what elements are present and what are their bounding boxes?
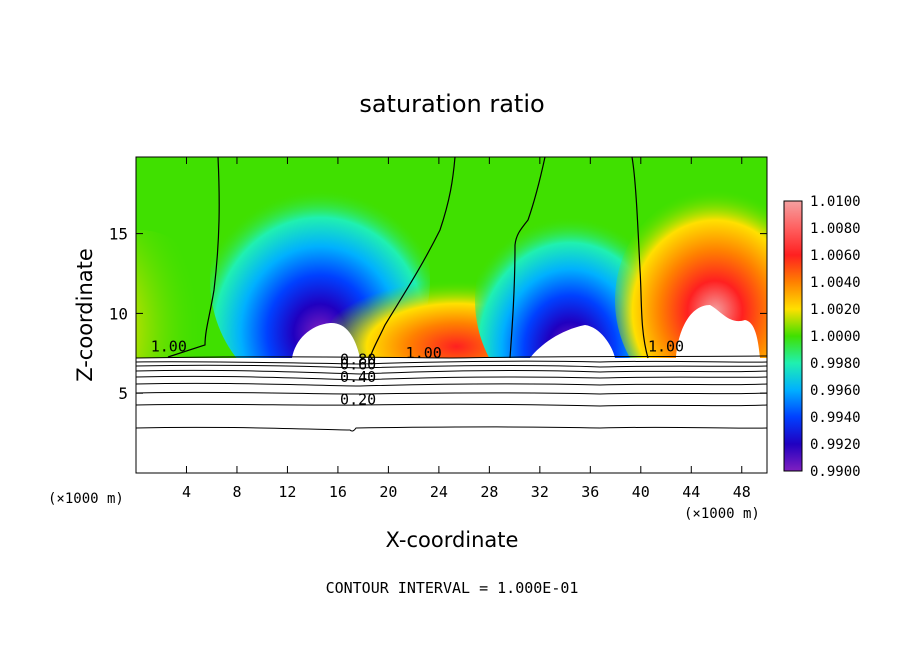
- colorbar-label: 1.0040: [810, 275, 861, 291]
- colorbar-scale: [783, 200, 803, 472]
- x-unit-right: (×1000 m): [684, 506, 760, 522]
- blank-zone-3: [676, 305, 760, 358]
- x-tick-label: 28: [480, 483, 498, 501]
- x-tick-label: 4: [182, 483, 191, 501]
- contour-label: 1.00: [406, 344, 442, 362]
- colorbar-label: 0.9900: [810, 464, 861, 480]
- blank-zone-1: [292, 322, 360, 358]
- y-axis: 5 10 15: [109, 225, 767, 403]
- colorbar-label: 1.0100: [810, 194, 861, 210]
- colorbar-label: 0.9920: [810, 437, 861, 453]
- colorbar-label: 0.9980: [810, 356, 861, 372]
- contour-line-4: [631, 157, 649, 359]
- colorbar-label: 1.0060: [810, 248, 861, 264]
- x-tick-label: 16: [329, 483, 347, 501]
- x-tick-label: 40: [632, 483, 650, 501]
- contour-label: 1.00: [151, 338, 187, 356]
- lower-blank-area: [136, 358, 767, 473]
- x-tick-label: 12: [278, 483, 296, 501]
- x-tick-label: 8: [232, 483, 241, 501]
- contour-label: 0.40: [340, 368, 376, 386]
- plot-frame: [135, 156, 768, 474]
- colorbar-label: 1.0080: [810, 221, 861, 237]
- contour-line-1: [167, 157, 220, 358]
- contour-label: 0.60: [340, 355, 376, 373]
- heatmap-field: [136, 157, 767, 473]
- colorbar-label: 1.0000: [810, 329, 861, 345]
- contour-label: 1.00: [648, 338, 684, 356]
- colorbar-label: 1.0020: [810, 302, 861, 318]
- y-tick-label: 15: [109, 225, 128, 244]
- contour-line-2: [369, 157, 456, 359]
- x-tick-label: 44: [682, 483, 700, 501]
- contour-interval-footer: CONTOUR INTERVAL = 1.000E-01: [326, 579, 579, 597]
- lower-contours: [136, 355, 767, 432]
- contour-label: 0.80: [340, 350, 376, 368]
- contour-label: 0.20: [340, 390, 376, 408]
- x-tick-label: 24: [430, 483, 448, 501]
- y-tick-label: 10: [109, 304, 128, 323]
- contour-line-3: [509, 157, 546, 359]
- x-tick-label: 48: [733, 483, 751, 501]
- x-tick-label: 32: [531, 483, 549, 501]
- contour-labels: 1.00 1.00 1.00 0.800.600.40 0.20: [151, 338, 684, 409]
- colorbar-labels: 1.0100 1.0080 1.0060 1.0040 1.0020 1.0000 0.99…: [810, 194, 861, 480]
- chart-title: saturation ratio: [359, 90, 544, 118]
- colorbar-label: 0.9940: [810, 410, 861, 426]
- x-tick-label: 36: [581, 483, 599, 501]
- y-axis-label: Z-coordinate: [73, 248, 97, 382]
- colorbar: 1.0100 1.0080 1.0060 1.0040 1.0020 1.0000 0.99…: [783, 194, 861, 480]
- x-axis: 4 8 12 16 20 24 28 32 36 40 44 48: [182, 157, 751, 501]
- blank-zone-2: [530, 325, 615, 358]
- x-unit-left: (×1000 m): [48, 491, 124, 507]
- x-axis-label: X-coordinate: [386, 528, 519, 552]
- colorbar-label: 0.9960: [810, 383, 861, 399]
- y-tick-label: 5: [118, 384, 128, 403]
- x-tick-label: 20: [379, 483, 397, 501]
- subsat-region-2: [475, 190, 665, 410]
